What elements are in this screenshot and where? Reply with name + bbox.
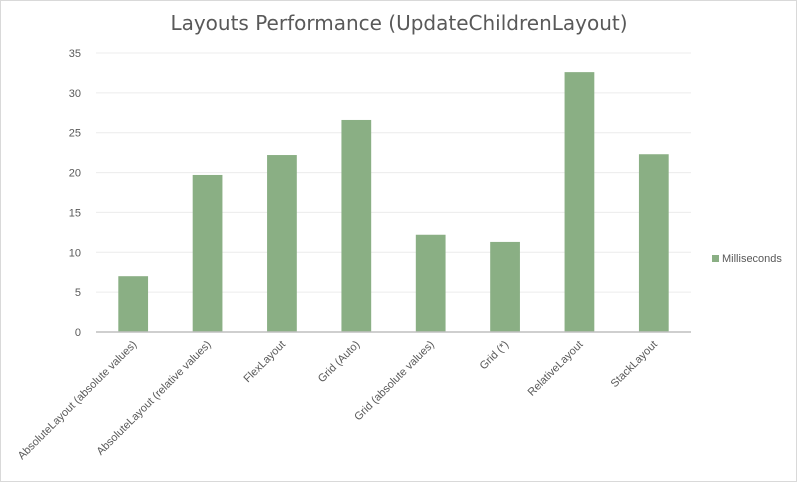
chart-title: Layouts Performance (UpdateChildrenLayou… [170, 11, 627, 35]
y-tick-label: 35 [69, 48, 81, 60]
x-category-label: Grid (*) [478, 339, 512, 373]
x-category-label: AbsoluteLayout (absolute values) [16, 339, 140, 463]
bar [118, 276, 149, 332]
x-category-label: FlexLayout [242, 339, 289, 386]
x-category-label: StackLayout [609, 339, 660, 390]
legend-label: Milliseconds [722, 253, 782, 265]
gridlines [96, 52, 691, 293]
bar [341, 119, 372, 333]
bar [415, 234, 446, 332]
x-category-label: Grid (Auto) [316, 339, 363, 386]
y-tick-label: 10 [69, 247, 81, 259]
bar [267, 155, 297, 332]
x-category-label: RelativeLayout [526, 339, 586, 399]
bars [118, 72, 669, 333]
bar [192, 174, 223, 332]
y-tick-label: 0 [75, 327, 81, 339]
y-tick-label: 15 [69, 207, 81, 219]
legend-swatch [712, 255, 719, 262]
bar [638, 154, 669, 332]
y-tick-label: 20 [69, 168, 81, 180]
bar [564, 72, 595, 332]
y-tick-label: 5 [75, 287, 81, 299]
bar [490, 241, 520, 332]
x-category-label: Grid (absolute values) [352, 339, 437, 424]
y-tick-label: 30 [69, 88, 81, 100]
legend: Milliseconds [712, 253, 782, 265]
y-tick-label: 25 [69, 128, 81, 140]
